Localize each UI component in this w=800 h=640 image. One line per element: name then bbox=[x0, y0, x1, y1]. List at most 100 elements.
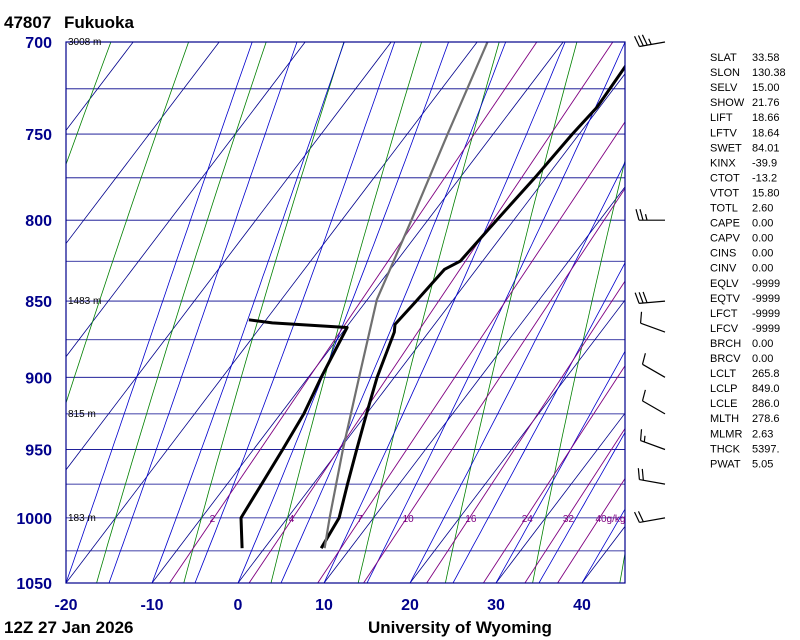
wind-barb bbox=[639, 311, 666, 333]
wind-barb-staff bbox=[642, 400, 666, 415]
temperature-tick-label: 30 bbox=[487, 597, 505, 614]
mixing-ratio-label: 4 bbox=[289, 514, 295, 525]
temperature-tick-label: 20 bbox=[401, 597, 419, 614]
dry-adiabat-line bbox=[532, 158, 625, 583]
index-value: 5.05 bbox=[752, 458, 773, 470]
index-value: 18.66 bbox=[752, 112, 780, 124]
temperature-tick-label: 40 bbox=[573, 597, 591, 614]
mixing-ratio-labels: 2 4 7 10 16 24 32 40g/kg bbox=[210, 514, 626, 525]
wind-barb-half-flag bbox=[644, 214, 648, 221]
wind-barb bbox=[637, 468, 666, 485]
pressure-tick-label: 850 bbox=[25, 294, 52, 311]
moist-adiabat-line bbox=[108, 42, 298, 583]
index-name: BRCV bbox=[710, 353, 741, 365]
index-value: 5397. bbox=[752, 443, 780, 455]
temperature-line bbox=[319, 64, 625, 549]
pressure-tick-label: 900 bbox=[25, 370, 52, 387]
isotherm-line bbox=[66, 42, 392, 471]
index-name: MLMR bbox=[710, 428, 742, 440]
height-label: 815 m bbox=[68, 409, 96, 420]
height-label: 1483 m bbox=[68, 296, 101, 307]
station-name: Fukuoka bbox=[64, 13, 134, 32]
index-value: 2.63 bbox=[752, 428, 773, 440]
dry-adiabat-line bbox=[270, 42, 422, 583]
pressure-axis: 700 750 800 850 900 950 1000 1050 bbox=[16, 35, 52, 593]
wind-barb-flag bbox=[639, 209, 644, 221]
index-value: 286.0 bbox=[752, 398, 780, 410]
index-value: 0.00 bbox=[752, 233, 773, 245]
index-name: EQTV bbox=[710, 293, 741, 305]
index-name: TOTL bbox=[710, 203, 738, 215]
index-name: LIFT bbox=[710, 112, 733, 124]
index-value: 15.00 bbox=[752, 82, 780, 94]
pressure-tick-label: 800 bbox=[25, 213, 52, 230]
temperature-axis: -20 -10 0 10 20 30 40 bbox=[54, 597, 591, 614]
wind-barb-staff bbox=[639, 41, 666, 48]
dry-adiabat-line bbox=[794, 42, 800, 583]
index-value: -9999 bbox=[752, 323, 780, 335]
index-name: KINX bbox=[710, 157, 736, 169]
index-name: THCK bbox=[710, 443, 741, 455]
index-name: BRCH bbox=[710, 338, 741, 350]
wind-barb-flag bbox=[635, 209, 640, 221]
index-value: -9999 bbox=[752, 278, 780, 290]
dry-adiabat-line bbox=[183, 42, 345, 583]
wind-barb bbox=[633, 34, 666, 48]
wind-barb-flag bbox=[638, 292, 644, 304]
mixing-ratio-line bbox=[524, 427, 625, 583]
index-name: SLAT bbox=[710, 52, 737, 64]
wind-barbs bbox=[633, 34, 666, 524]
wind-barb-staff bbox=[640, 322, 666, 333]
wind-barb-staff bbox=[639, 478, 666, 485]
index-name: MLTH bbox=[710, 413, 739, 425]
dry-adiabat-line bbox=[445, 42, 578, 583]
wind-barb bbox=[639, 429, 666, 451]
wind-barb bbox=[633, 511, 666, 524]
wind-barb-flag bbox=[637, 468, 640, 480]
wind-barb-half-flag bbox=[648, 38, 652, 45]
wind-barb-flag bbox=[641, 353, 646, 365]
height-label: 3008 m bbox=[68, 37, 101, 48]
moist-adiabats bbox=[66, 42, 625, 583]
moist-adiabat-line bbox=[66, 42, 253, 583]
wind-barb-staff bbox=[639, 517, 666, 524]
wind-barb-flag bbox=[637, 35, 644, 47]
index-name: VTOT bbox=[710, 187, 739, 199]
wind-barb-flag bbox=[642, 291, 648, 303]
isotherms bbox=[66, 42, 625, 583]
index-name: CTOT bbox=[710, 172, 740, 184]
index-name: LCLP bbox=[710, 383, 738, 395]
wind-barb-flag bbox=[641, 34, 648, 46]
temperature-tick-label: -20 bbox=[54, 597, 77, 614]
dry-adiabat-line bbox=[66, 42, 189, 405]
wind-barb-flag bbox=[639, 311, 643, 324]
moist-adiabat-line bbox=[452, 262, 625, 583]
index-name: LCLT bbox=[710, 368, 736, 380]
index-name: LCLE bbox=[710, 398, 738, 410]
index-value: -13.2 bbox=[752, 172, 777, 184]
index-name: PWAT bbox=[710, 458, 741, 470]
isotherm-line bbox=[151, 42, 564, 583]
moist-adiabat-line bbox=[237, 42, 449, 583]
index-name: SELV bbox=[710, 82, 738, 94]
mixing-ratio-label: 7 bbox=[357, 514, 363, 525]
index-value: 0.00 bbox=[752, 338, 773, 350]
isotherm-line bbox=[495, 412, 625, 583]
wind-barb-flag bbox=[639, 429, 643, 441]
index-name: CINV bbox=[710, 263, 737, 275]
mixing-ratio-line bbox=[426, 280, 625, 583]
isotherm-line bbox=[237, 73, 625, 583]
source-credit: University of Wyoming bbox=[368, 618, 552, 637]
pressure-tick-label: 1050 bbox=[16, 576, 52, 593]
mixing-ratio-line bbox=[363, 187, 625, 583]
index-value: 84.01 bbox=[752, 142, 780, 154]
pressure-tick-label: 1000 bbox=[16, 511, 52, 528]
wind-barb bbox=[641, 389, 666, 415]
profile-lines bbox=[239, 42, 625, 549]
index-name: CAPE bbox=[710, 218, 740, 230]
index-value: -9999 bbox=[752, 308, 780, 320]
isotherm-line bbox=[323, 186, 625, 583]
wind-barb-flag bbox=[641, 468, 644, 481]
mixing-ratio-line bbox=[483, 364, 625, 583]
